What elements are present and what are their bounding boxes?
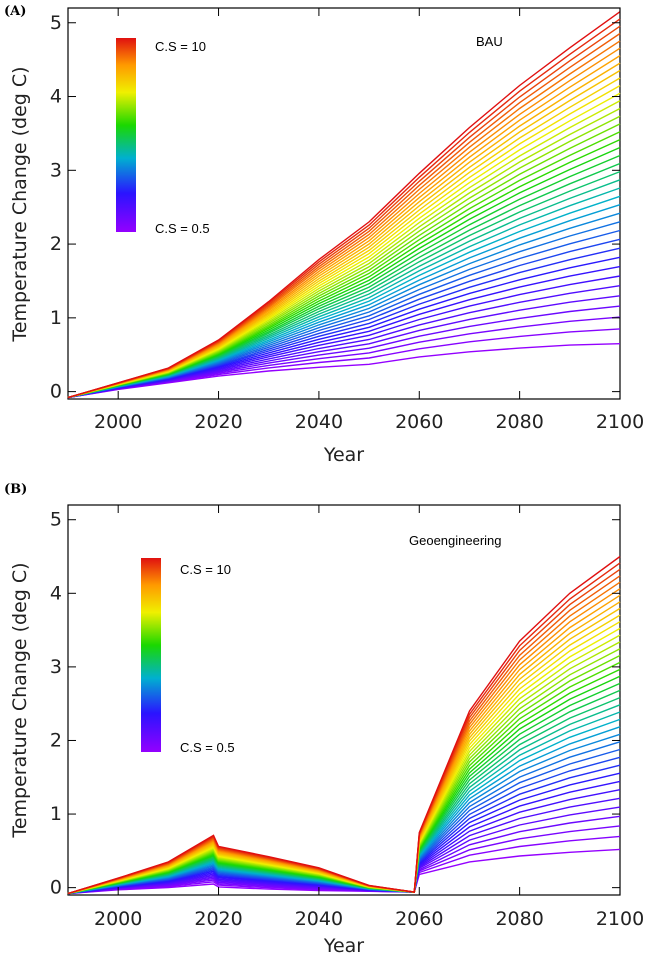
curve-a-15 (67, 195, 621, 399)
x-tick-label-a-1: 2020 (194, 411, 242, 433)
curve-a-30 (67, 77, 621, 399)
x-axis-label-b: Year (323, 935, 364, 957)
y-tick-label-b-5: 5 (50, 509, 62, 531)
x-tick-label-a-5: 2100 (596, 411, 644, 433)
panel-label-a: (A) (4, 4, 26, 19)
panel-label-b: (B) (4, 482, 27, 497)
curve-a-1 (67, 328, 621, 399)
plot-frame-a (67, 7, 621, 400)
x-tick-label-b-0: 2000 (94, 908, 142, 930)
curve-a-36 (67, 32, 621, 399)
curves-a (67, 11, 621, 399)
x-tick-label-a-2: 2040 (295, 411, 343, 433)
colorbar-a (116, 38, 136, 232)
colorbar-b (141, 558, 161, 752)
y-tick-label-a-3: 3 (50, 159, 62, 181)
ticks-a: 2000 2020 2040 2060 2080 2100 0 1 2 3 4 5 (50, 8, 644, 433)
curve-a-18 (67, 170, 621, 399)
x-tick-label-b-4: 2080 (495, 908, 543, 930)
curves-b (67, 555, 621, 895)
x-tick-label-b-1: 2020 (194, 908, 242, 930)
x-tick-label-a-3: 2060 (395, 411, 443, 433)
y-tick-label-b-4: 4 (50, 582, 62, 604)
y-axis-label-a: Temperature Change (deg C) (9, 66, 31, 342)
panel-a: (A) 2000 2020 2040 2060 2080 2100 0 1 2 3 4 5 C.S =… (4, 4, 644, 466)
y-tick-label-a-0: 0 (50, 381, 62, 403)
plot-frame-b (67, 504, 621, 896)
colorbar-bottom-label-b: C.S = 0.5 (180, 740, 235, 755)
y-tick-label-b-3: 3 (50, 656, 62, 678)
y-tick-label-a-5: 5 (50, 12, 62, 34)
curve-b-39 (67, 555, 621, 895)
colorbar-top-label-b: C.S = 10 (180, 562, 231, 577)
x-tick-label-b-2: 2040 (295, 908, 343, 930)
scenario-label-a: BAU (476, 34, 503, 49)
x-tick-label-b-3: 2060 (395, 908, 443, 930)
scenario-label-b: Geoengineering (409, 533, 502, 548)
curve-a-33 (67, 55, 621, 399)
x-tick-label-b-5: 2100 (596, 908, 644, 930)
y-tick-label-a-2: 2 (50, 233, 62, 255)
curve-a-34 (67, 47, 621, 399)
x-tick-label-a-0: 2000 (94, 411, 142, 433)
curve-a-39 (67, 11, 621, 399)
y-tick-label-a-4: 4 (50, 86, 62, 108)
curve-a-23 (67, 131, 621, 399)
y-axis-label-b: Temperature Change (deg C) (9, 562, 31, 838)
panel-b: (B) 2000 2020 2040 2060 2080 2100 0 1 2 3 4 5 C.S =… (4, 482, 644, 957)
x-axis-label-a: Year (323, 444, 364, 466)
x-tick-label-a-4: 2080 (495, 411, 543, 433)
colorbar-bottom-label-a: C.S = 0.5 (155, 221, 210, 236)
y-tick-label-a-1: 1 (50, 307, 62, 329)
y-tick-label-b-2: 2 (50, 729, 62, 751)
ticks-b: 2000 2020 2040 2060 2080 2100 0 1 2 3 4 5 (50, 505, 644, 930)
colorbar-top-label-a: C.S = 10 (155, 39, 206, 54)
y-tick-label-b-1: 1 (50, 803, 62, 825)
y-tick-label-b-0: 0 (50, 877, 62, 899)
